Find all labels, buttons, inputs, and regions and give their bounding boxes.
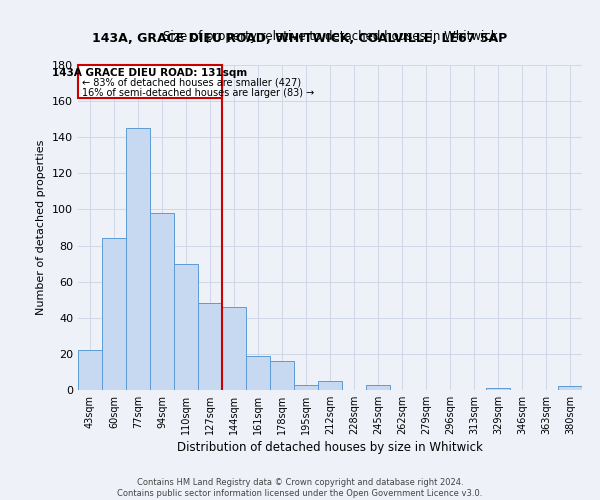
Text: ← 83% of detached houses are smaller (427): ← 83% of detached houses are smaller (42… [82,78,301,88]
Text: Contains HM Land Registry data © Crown copyright and database right 2024.
Contai: Contains HM Land Registry data © Crown c… [118,478,482,498]
Text: 16% of semi-detached houses are larger (83) →: 16% of semi-detached houses are larger (… [82,88,314,99]
X-axis label: Distribution of detached houses by size in Whitwick: Distribution of detached houses by size … [177,441,483,454]
Text: 143A GRACE DIEU ROAD: 131sqm: 143A GRACE DIEU ROAD: 131sqm [52,68,248,78]
Bar [486,388,510,390]
Bar [294,384,318,390]
Title: Size of property relative to detached houses in Whitwick: Size of property relative to detached ho… [163,30,497,43]
Bar [126,128,150,390]
Bar [270,361,294,390]
Text: 143A, GRACE DIEU ROAD, WHITWICK, COALVILLE, LE67 5AP: 143A, GRACE DIEU ROAD, WHITWICK, COALVIL… [92,32,508,46]
Bar [318,381,342,390]
Bar [246,356,270,390]
Bar [558,386,582,390]
Bar [150,213,174,390]
FancyBboxPatch shape [79,65,221,98]
Bar [222,307,246,390]
Bar [366,384,390,390]
Bar [198,304,222,390]
Bar [78,350,102,390]
Y-axis label: Number of detached properties: Number of detached properties [37,140,46,315]
Bar [174,264,198,390]
Bar [102,238,126,390]
